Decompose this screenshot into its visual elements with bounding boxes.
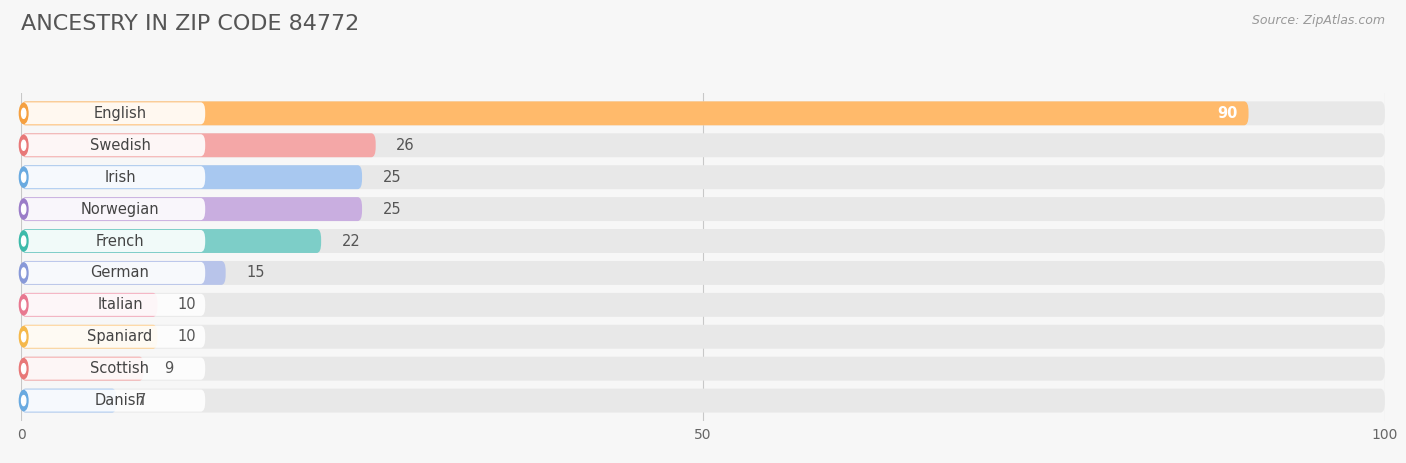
FancyBboxPatch shape [21,388,1385,413]
FancyBboxPatch shape [21,262,205,284]
FancyBboxPatch shape [21,229,1385,253]
Circle shape [21,204,25,214]
FancyBboxPatch shape [21,261,1385,285]
FancyBboxPatch shape [21,261,225,285]
FancyBboxPatch shape [21,229,321,253]
Circle shape [21,140,25,150]
Circle shape [20,103,28,124]
FancyBboxPatch shape [21,102,205,125]
Circle shape [20,231,28,251]
FancyBboxPatch shape [21,357,205,380]
Text: 25: 25 [382,201,401,217]
FancyBboxPatch shape [21,134,205,156]
FancyBboxPatch shape [21,357,143,381]
Circle shape [21,332,25,342]
Circle shape [20,390,28,411]
FancyBboxPatch shape [21,389,205,412]
Circle shape [21,300,25,310]
Text: French: French [96,233,145,249]
Text: Spaniard: Spaniard [87,329,153,344]
Circle shape [21,236,25,246]
Text: 10: 10 [179,329,197,344]
Text: Danish: Danish [94,393,145,408]
Circle shape [21,268,25,278]
Text: Swedish: Swedish [90,138,150,153]
FancyBboxPatch shape [21,293,1385,317]
FancyBboxPatch shape [21,294,205,316]
FancyBboxPatch shape [21,198,205,220]
FancyBboxPatch shape [21,101,1249,125]
Text: ANCESTRY IN ZIP CODE 84772: ANCESTRY IN ZIP CODE 84772 [21,14,360,34]
Text: 7: 7 [136,393,146,408]
Text: 25: 25 [382,169,401,185]
FancyBboxPatch shape [21,101,1385,125]
Circle shape [20,327,28,347]
Circle shape [21,108,25,119]
FancyBboxPatch shape [21,230,205,252]
Text: Irish: Irish [104,169,136,185]
Circle shape [20,199,28,219]
Circle shape [20,135,28,155]
Text: 90: 90 [1218,106,1237,121]
Text: Scottish: Scottish [90,361,149,376]
Text: German: German [90,265,149,281]
FancyBboxPatch shape [21,197,1385,221]
Text: 10: 10 [179,297,197,313]
FancyBboxPatch shape [21,293,157,317]
Circle shape [20,263,28,283]
Text: 26: 26 [396,138,415,153]
FancyBboxPatch shape [21,326,205,348]
FancyBboxPatch shape [21,133,375,157]
Circle shape [20,359,28,379]
Circle shape [21,172,25,182]
Text: Source: ZipAtlas.com: Source: ZipAtlas.com [1251,14,1385,27]
Text: 15: 15 [246,265,264,281]
FancyBboxPatch shape [21,325,1385,349]
Circle shape [20,295,28,315]
Text: 22: 22 [342,233,360,249]
Circle shape [21,363,25,374]
Text: Italian: Italian [97,297,143,313]
Text: English: English [93,106,146,121]
Text: 9: 9 [165,361,173,376]
Circle shape [21,395,25,406]
FancyBboxPatch shape [21,165,1385,189]
FancyBboxPatch shape [21,357,1385,381]
FancyBboxPatch shape [21,165,363,189]
Circle shape [20,167,28,187]
FancyBboxPatch shape [21,166,205,188]
FancyBboxPatch shape [21,133,1385,157]
FancyBboxPatch shape [21,388,117,413]
FancyBboxPatch shape [21,325,157,349]
Text: Norwegian: Norwegian [80,201,159,217]
FancyBboxPatch shape [21,197,363,221]
